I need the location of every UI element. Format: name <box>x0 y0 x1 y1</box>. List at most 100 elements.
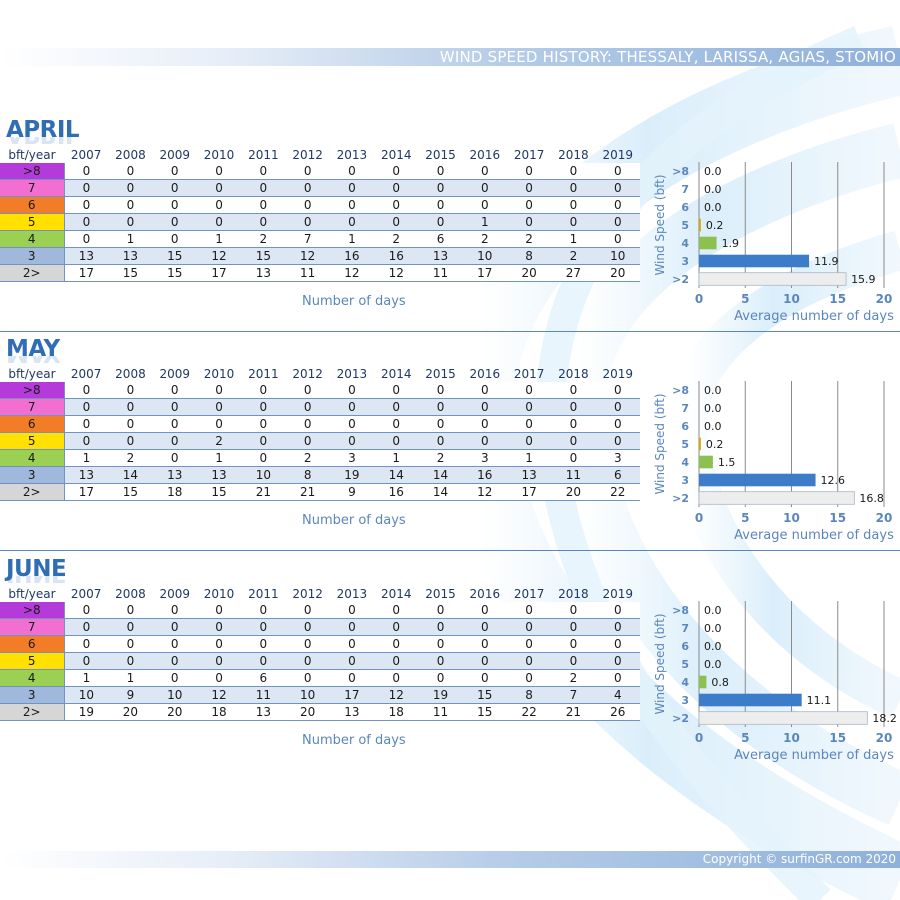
table-cell: 0 <box>595 415 640 433</box>
table-cell: 0 <box>462 196 507 214</box>
x-tick-label: 20 <box>876 731 893 745</box>
table-cell: 0 <box>374 669 419 687</box>
bft-label: 6 <box>0 635 65 653</box>
table-cell: 0 <box>64 196 109 214</box>
average-bar <box>699 218 701 232</box>
bar-value-label: 0.0 <box>704 183 722 196</box>
bft-label: 5 <box>0 432 65 450</box>
table-cell: 0 <box>595 398 640 416</box>
x-tick-label: 15 <box>829 511 846 525</box>
table-cell: 0 <box>595 618 640 636</box>
table-cell: 0 <box>595 179 640 197</box>
bft-label: >8 <box>0 382 65 399</box>
table-cell: 0 <box>285 163 330 180</box>
average-bar <box>699 693 802 707</box>
table-cell: 0 <box>285 618 330 636</box>
table-cell: 11 <box>418 703 463 721</box>
table-cell: 0 <box>64 163 109 180</box>
y-tick-label: 4 <box>681 676 689 689</box>
table-cell: 18 <box>374 703 419 721</box>
table-cell: 12 <box>329 264 375 282</box>
table-cell: 12 <box>374 264 419 282</box>
year-column-header: 2016 <box>469 586 501 601</box>
table-cell: 0 <box>64 179 109 197</box>
table-x-caption: Number of days <box>302 513 406 528</box>
table-cell: 0 <box>506 432 552 450</box>
table-cell: 0 <box>152 669 197 687</box>
y-tick-label: 7 <box>681 622 689 635</box>
year-column-header: 2010 <box>203 147 235 162</box>
year-column-header: 2018 <box>558 147 589 162</box>
bar-value-label: 0.0 <box>704 640 722 653</box>
bar-value-label: 0.0 <box>704 201 722 214</box>
table-cell: 21 <box>241 483 286 501</box>
table-cell: 16 <box>329 247 375 265</box>
table-cell: 0 <box>329 415 375 433</box>
table-cell: 0 <box>108 382 153 399</box>
table-x-caption: Number of days <box>302 733 406 748</box>
y-tick-label: >8 <box>672 384 689 397</box>
table-cell: 0 <box>285 179 330 197</box>
table-cell: 10 <box>285 686 330 704</box>
table-cell: 20 <box>285 703 330 721</box>
wind-days-table: bft/year 2007 2008 2009 2010 2011 2012 2013 2014… <box>0 366 640 501</box>
table-cell: 15 <box>108 483 153 501</box>
table-cell: 0 <box>418 618 463 636</box>
table-cell: 14 <box>374 466 419 484</box>
table-cell: 21 <box>551 703 596 721</box>
average-bar <box>699 455 713 469</box>
table-cell: 0 <box>551 432 596 450</box>
table-cell: 0 <box>551 179 596 197</box>
table-cell: 0 <box>374 415 419 433</box>
year-column-header: 2010 <box>203 366 235 381</box>
table-cell: 0 <box>506 179 552 197</box>
table-cell: 15 <box>152 264 197 282</box>
x-axis-title: Average number of days <box>734 748 894 763</box>
year-column-header: 2012 <box>292 147 323 162</box>
year-column-header: 2014 <box>380 147 412 162</box>
year-column-header: 2016 <box>469 366 501 381</box>
table-cell: 0 <box>506 163 552 180</box>
table-cell: 0 <box>595 635 640 653</box>
x-tick-label: 0 <box>695 511 703 525</box>
table-cell: 18 <box>196 703 242 721</box>
table-cell: 0 <box>241 432 286 450</box>
table-cell: 0 <box>152 196 197 214</box>
table-cell: 17 <box>64 483 109 501</box>
table-cell: 1 <box>108 230 153 248</box>
year-column-header: 2013 <box>336 586 368 601</box>
table-cell: 0 <box>462 415 507 433</box>
table-cell: 0 <box>152 230 197 248</box>
table-cell: 13 <box>64 466 109 484</box>
bft-label: 7 <box>0 179 65 197</box>
bft-label: 2> <box>0 483 65 501</box>
table-cell: 0 <box>285 635 330 653</box>
table-cell: 13 <box>196 466 242 484</box>
table-cell: 0 <box>551 382 596 399</box>
table-cell: 10 <box>241 466 286 484</box>
x-axis-title: Average number of days <box>734 309 894 324</box>
table-cell: 17 <box>64 264 109 282</box>
table-cell: 1 <box>329 230 375 248</box>
bft-label: 3 <box>0 686 65 704</box>
table-cell: 20 <box>506 264 552 282</box>
table-header-label: bft/year <box>8 586 56 601</box>
average-bar-chart: >8 0.0 7 0.0 6 0.0 5 0.2 4 1.9 3 11.9 >2 15.9 0 5 10 15 20… <box>653 162 894 324</box>
table-cell: 0 <box>241 179 286 197</box>
bar-value-label: 0.8 <box>711 676 729 689</box>
table-cell: 0 <box>418 669 463 687</box>
table-cell: 2 <box>108 449 153 467</box>
x-tick-label: 15 <box>829 292 846 306</box>
year-column-header: 2017 <box>513 586 545 601</box>
y-tick-label: 6 <box>681 420 689 433</box>
table-cell: 3 <box>462 449 507 467</box>
table-cell: 0 <box>64 432 109 450</box>
month-section: JUNEJUNEbft/year200720082009201020112012… <box>0 556 900 771</box>
bar-value-label: 0.0 <box>704 420 722 433</box>
table-row: 3 13 14 13 13 10 8 19 14 14 16 13 11 6 <box>0 466 640 484</box>
bar-value-label: 18.2 <box>872 712 897 725</box>
table-cell: 0 <box>329 196 375 214</box>
table-cell: 0 <box>196 213 242 231</box>
year-column-header: 2009 <box>159 147 191 162</box>
